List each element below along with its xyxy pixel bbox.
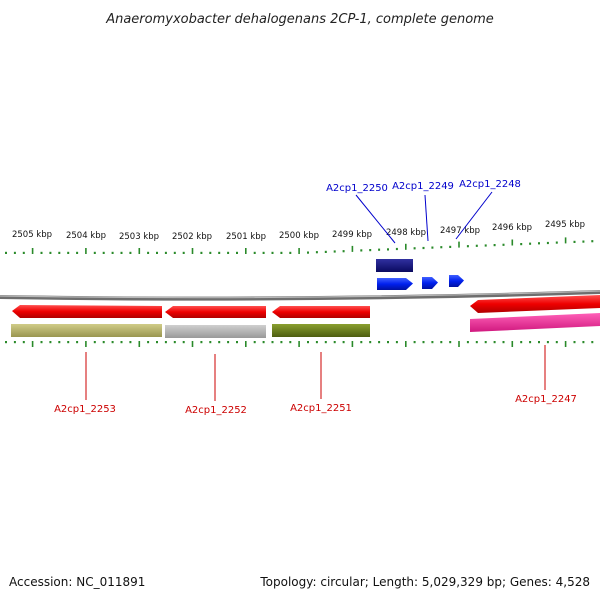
- forward-gene-A2cp1_2248[interactable]: [449, 275, 464, 287]
- gene-arrow: [272, 306, 370, 318]
- scale-label: 2502 kbp: [172, 232, 212, 242]
- gene-label-A2cp1_2247: A2cp1_2247: [515, 394, 577, 405]
- scale-label: 2505 kbp: [12, 230, 52, 240]
- reverse-gene-A2cp1_2253[interactable]: [11, 305, 162, 337]
- gene-arrow: [470, 295, 600, 313]
- gene-arrow: [165, 306, 266, 318]
- reverse-gene-A2cp1_2247[interactable]: [470, 295, 600, 332]
- genome-backbone: [0, 290, 600, 301]
- scale-labels: 2505 kbp 2504 kbp 2503 kbp 2502 kbp 2501…: [12, 220, 585, 242]
- cog-box: [165, 325, 266, 338]
- gene-label-A2cp1_2252: A2cp1_2252: [185, 405, 247, 416]
- scale-label: 2500 kbp: [279, 231, 319, 241]
- gene-arrow: [377, 278, 413, 290]
- lower-scale-ticks: [5, 341, 594, 347]
- forward-gene-A2cp1_2249[interactable]: [422, 277, 438, 289]
- gene-arrow: [12, 305, 162, 318]
- genome-title: Anaeromyxobacter dehalogenans 2CP-1, com…: [105, 12, 494, 27]
- accession-text: Accession: NC_011891: [9, 575, 145, 589]
- scale-label: 2499 kbp: [332, 230, 372, 240]
- gene-arrow: [422, 277, 438, 289]
- reverse-gene-A2cp1_2251[interactable]: [272, 306, 370, 337]
- forward-gene-A2cp1_2250[interactable]: [376, 259, 413, 290]
- gene-label-A2cp1_2250: A2cp1_2250: [326, 183, 388, 194]
- reverse-gene-A2cp1_2252[interactable]: [165, 306, 266, 338]
- upper-scale-ticks: [5, 237, 594, 254]
- gene-label-A2cp1_2249: A2cp1_2249: [392, 181, 454, 192]
- gene-label-A2cp1_2251: A2cp1_2251: [290, 403, 352, 414]
- scale-label: 2498 kbp: [386, 228, 426, 238]
- gene-arrow: [449, 275, 464, 287]
- scale-label: 2501 kbp: [226, 232, 266, 242]
- gene-label-A2cp1_2253: A2cp1_2253: [54, 404, 116, 415]
- scale-label: 2496 kbp: [492, 223, 532, 233]
- scale-label: 2503 kbp: [119, 232, 159, 242]
- cog-box: [470, 313, 600, 332]
- genome-summary-text: Topology: circular; Length: 5,029,329 bp…: [259, 575, 590, 589]
- cog-box: [272, 324, 370, 337]
- scale-label: 2504 kbp: [66, 231, 106, 241]
- cog-box: [11, 324, 162, 337]
- gene-label-A2cp1_2248: A2cp1_2248: [459, 179, 521, 190]
- leader-lines: [85, 191, 546, 401]
- scale-label: 2495 kbp: [545, 220, 585, 230]
- scale-label: 2497 kbp: [440, 226, 480, 236]
- cog-box: [376, 259, 413, 272]
